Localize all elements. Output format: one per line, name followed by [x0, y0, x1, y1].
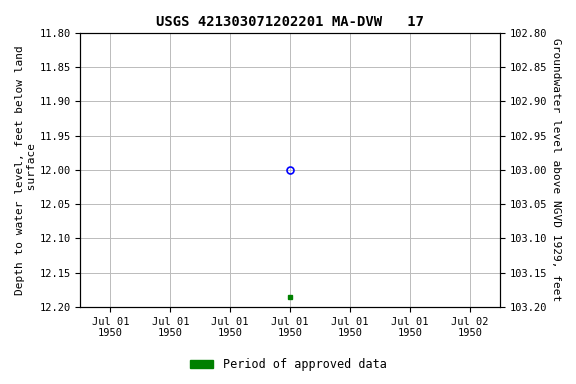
Legend: Period of approved data: Period of approved data: [185, 354, 391, 376]
Y-axis label: Groundwater level above NGVD 1929, feet: Groundwater level above NGVD 1929, feet: [551, 38, 561, 301]
Y-axis label: Depth to water level, feet below land
 surface: Depth to water level, feet below land su…: [15, 45, 37, 295]
Title: USGS 421303071202201 MA-DVW   17: USGS 421303071202201 MA-DVW 17: [156, 15, 424, 29]
